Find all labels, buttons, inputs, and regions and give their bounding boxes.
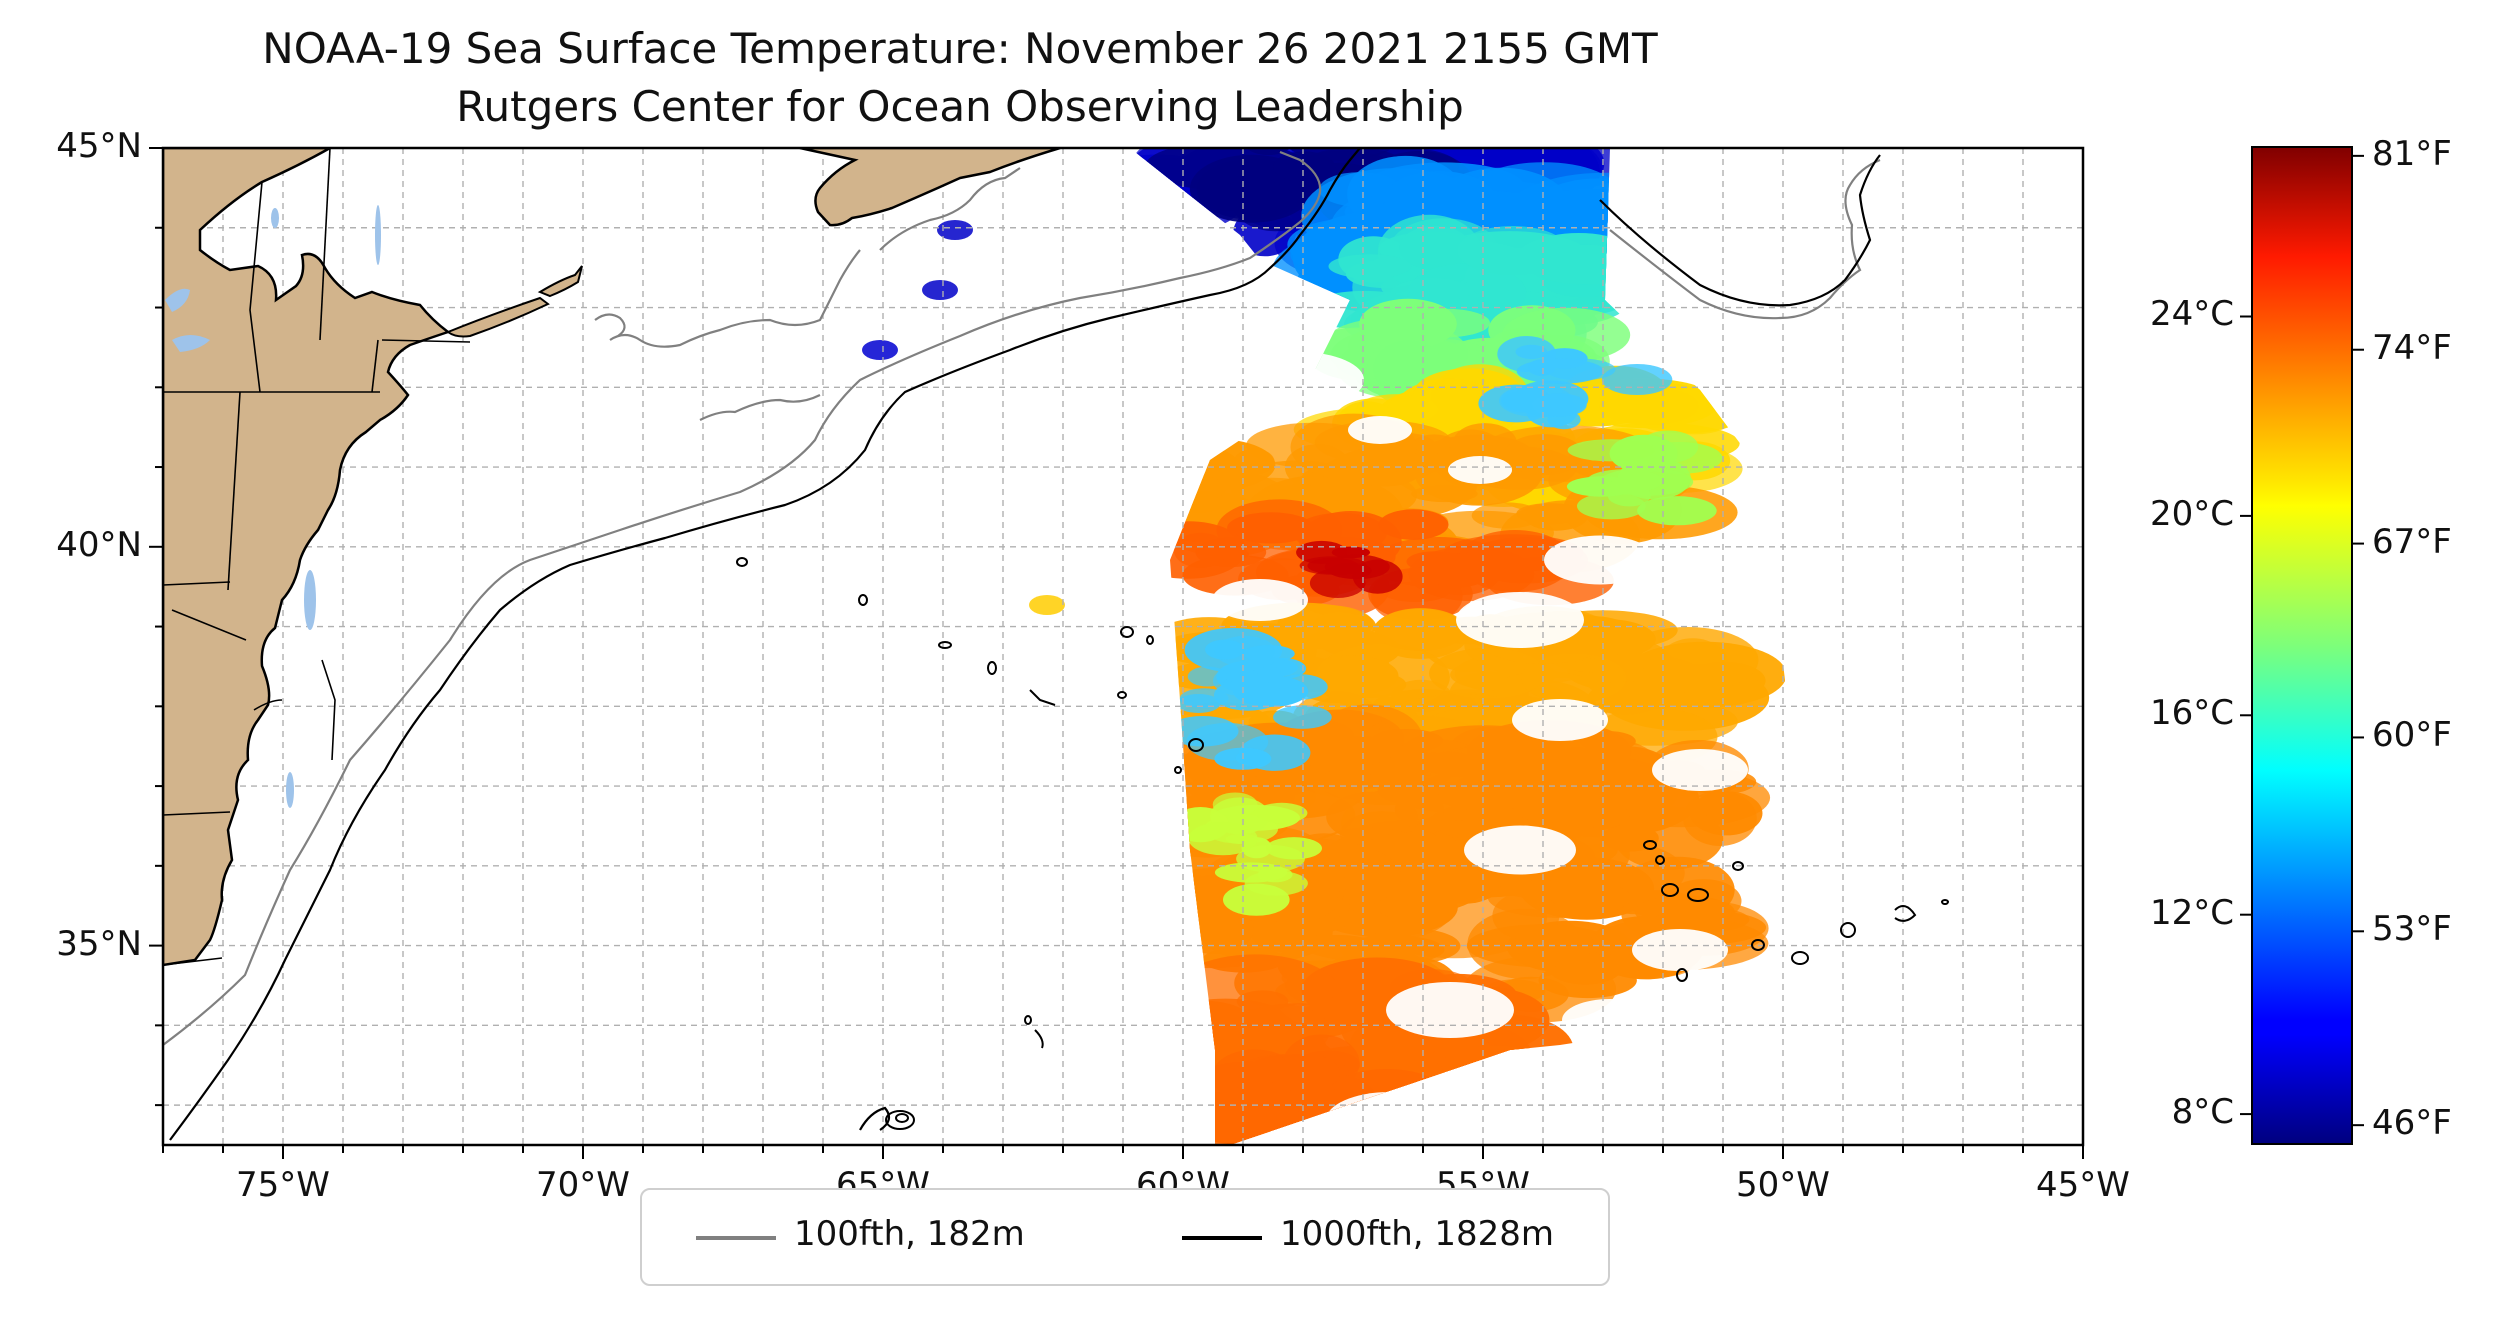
sst-pixel-cluster [1188, 821, 1258, 856]
sst-pixel-cluster [1214, 862, 1288, 883]
cloud-gap [1632, 929, 1728, 971]
colorbar-ticks [2240, 154, 2364, 1127]
cloud-gap [1386, 982, 1514, 1038]
canada-land [799, 148, 1061, 227]
sst-pixel-cluster [1430, 741, 1587, 815]
colorbar-fahrenheit-label: 74°F [2372, 327, 2452, 368]
sst-pixel-cluster [1273, 705, 1332, 729]
sst-pixel-cluster [1603, 480, 1648, 495]
sst-pixel-cluster [1205, 639, 1245, 660]
sst-pixel-cluster [1601, 364, 1673, 395]
sst-pixel-cluster [1399, 225, 1472, 270]
sst-pixel-cluster [1359, 298, 1457, 350]
sst-pixel-cluster [1328, 254, 1412, 279]
sst-pixel-cluster [1233, 448, 1275, 475]
legend-label: 1000fth, 1828m [1280, 1214, 1555, 1254]
cloud-gap [1652, 749, 1748, 791]
axis-ticks [149, 147, 2084, 1159]
sst-pixel-cluster [1243, 645, 1295, 663]
gridlines [163, 148, 2083, 1145]
x-tick-label: 50°W [1736, 1165, 1830, 1205]
cloud-gap [1212, 579, 1308, 621]
sst-pixel-cluster [1374, 609, 1466, 651]
sst-pixel-cluster [1567, 801, 1606, 827]
colorbar-fahrenheit-label: 81°F [2372, 133, 2452, 174]
y-tick-label: 35°N [56, 923, 142, 964]
map-subtitle: Rutgers Center for Ocean Observing Leade… [456, 82, 1464, 131]
colorbar-fahrenheit-label: 67°F [2372, 521, 2452, 562]
y-tick-label: 40°N [56, 524, 142, 565]
sst-pixel-cluster [1339, 148, 1442, 149]
sst-pixel-cluster [1029, 595, 1065, 615]
colorbar-celsius-label: 20°C [2149, 493, 2234, 534]
sst-pixel-cluster [1595, 953, 1646, 974]
cloud-gap [1348, 416, 1412, 444]
cape-cod [537, 265, 583, 298]
sst-pixel-cluster [1487, 877, 1632, 918]
state-borders [163, 148, 471, 966]
sst-pixel-cluster [1296, 540, 1347, 564]
y-tick-label: 45°N [56, 126, 142, 166]
sst-pixel-cluster [1225, 833, 1259, 845]
map-legend: 100fth, 182m 1000fth, 1828m [640, 1188, 1610, 1286]
sst-pixel-cluster [1214, 180, 1293, 215]
sst-pixel-cluster [1273, 151, 1336, 183]
lakes [165, 205, 381, 808]
colorbar [2251, 146, 2353, 1145]
colorbar-fahrenheit-label: 53°F [2372, 909, 2452, 950]
map-title: NOAA-19 Sea Surface Temperature: Novembe… [262, 24, 1658, 73]
sst-pixel-cluster [1656, 638, 1729, 694]
sst-pixel-cluster [1166, 716, 1239, 747]
sst-pixel-cluster [1521, 653, 1627, 704]
x-tick-label: 75°W [236, 1165, 330, 1205]
sst-pixel-cluster [1424, 553, 1492, 588]
colorbar-fahrenheit-label: 46°F [2372, 1103, 2452, 1144]
long-island [445, 296, 550, 338]
sst-pixel-cluster [1478, 384, 1554, 423]
x-tick-label: 45°W [2036, 1165, 2130, 1205]
legend-swatch-100fth [696, 1236, 776, 1240]
legend-label: 100fth, 182m [794, 1214, 1025, 1254]
contour-100fth [163, 150, 1881, 1046]
sst-pixel-cluster [1187, 666, 1228, 687]
sst-pixel-cluster [1266, 837, 1322, 860]
cloud-gap [1544, 535, 1656, 585]
cloud-gap [1512, 699, 1608, 741]
sst-pixel-cluster [862, 340, 898, 360]
colorbar-fahrenheit-label: 60°F [2372, 715, 2452, 756]
seamount-contours [736, 557, 1949, 1130]
cloud-gap [1562, 999, 1658, 1041]
colorbar-celsius-label: 12°C [2149, 892, 2234, 933]
cloud-gap [1456, 592, 1584, 648]
colorbar-celsius-label: 16°C [2149, 693, 2234, 734]
x-tick-label: 70°W [536, 1165, 630, 1205]
sst-pixel-cluster [1212, 792, 1258, 817]
cloud-gap [1448, 456, 1512, 484]
sst-pixel-cluster [1567, 439, 1655, 462]
sst-pixel-cluster [1214, 679, 1283, 711]
colorbar-celsius-label: 24°C [2149, 294, 2234, 335]
sst-pixel-cluster [1516, 358, 1604, 384]
sst-pixel-cluster [1378, 509, 1449, 540]
sst-pixel-cluster [1256, 802, 1308, 824]
sst-pixel-cluster [1637, 496, 1717, 526]
sst-pixel-cluster [922, 280, 958, 300]
sst-pixel-cluster [937, 220, 973, 240]
legend-swatch-1000fth [1182, 1236, 1262, 1240]
colorbar-celsius-label: 8°C [2171, 1092, 2234, 1133]
sst-pixel-cluster [1145, 148, 1306, 191]
sst-pixel-cluster [1579, 731, 1636, 752]
sst-pixel-cluster [1532, 393, 1587, 417]
sst-data-layer [862, 148, 1785, 1145]
cloud-gap [1464, 825, 1576, 875]
